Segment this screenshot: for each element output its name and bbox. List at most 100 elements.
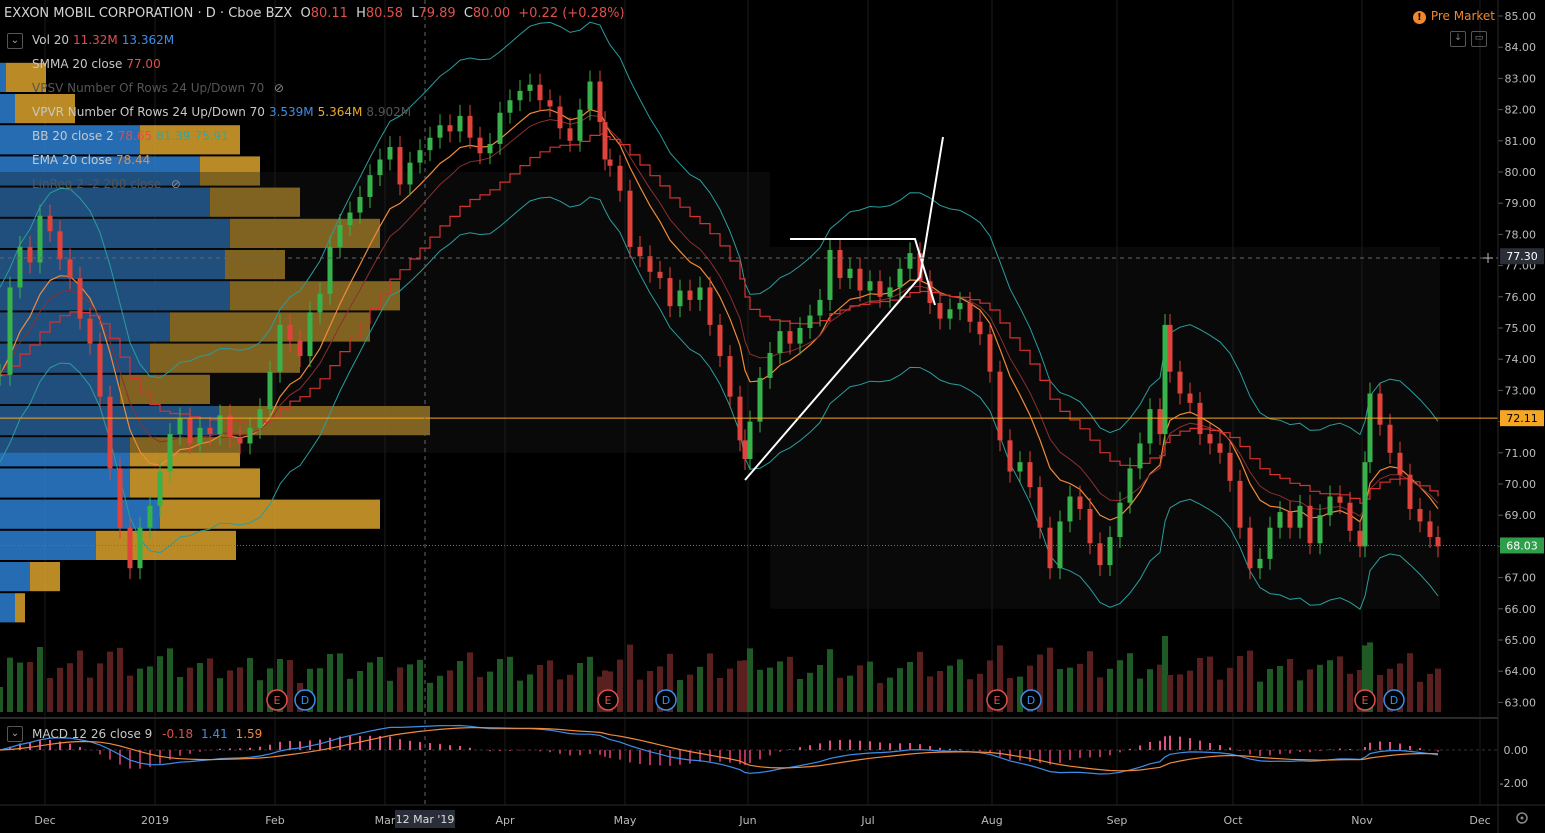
candle-body <box>627 190 633 247</box>
volume-profile-up <box>0 468 130 498</box>
price-tick-label: 65.00 <box>1505 634 1537 647</box>
premarket-label: Pre Market <box>1430 9 1495 23</box>
open-label: O <box>300 6 311 21</box>
candle-body <box>437 125 443 138</box>
volume-bar <box>1037 654 1043 712</box>
volume-profile-down <box>170 312 370 342</box>
indicator-row[interactable]: EMA 20 close 78.44 <box>32 153 150 167</box>
volume-profile-up <box>0 593 15 623</box>
candle-body <box>1435 537 1441 547</box>
time-label: Jun <box>738 814 756 827</box>
indicator-row[interactable]: VPVR Number Of Rows 24 Up/Down 70 3.539M 5… <box>32 105 411 119</box>
time-label: May <box>614 814 637 827</box>
candle-body <box>947 309 953 319</box>
candle-body <box>207 427 213 435</box>
indicator-value: 3.539M <box>268 105 314 119</box>
candle-body <box>617 165 623 191</box>
indicator-label: BB 20 close 2 <box>32 129 114 143</box>
candle-body <box>1157 409 1163 435</box>
collapse-legend-button[interactable]: ⌄ <box>7 33 23 49</box>
volume-bar <box>1237 656 1243 712</box>
crosshair-date-label: 12 Mar '19 <box>396 813 455 826</box>
volume-bar <box>407 664 413 712</box>
time-label: Dec <box>1469 814 1490 827</box>
indicator-row[interactable]: SMMA 20 close 77.00 <box>32 57 161 71</box>
candle-body <box>277 324 283 372</box>
candle-body <box>1107 537 1113 566</box>
indicator-label: SMMA 20 close <box>32 57 123 71</box>
candle-body <box>837 250 843 279</box>
candle-body <box>647 256 653 272</box>
candle-body <box>667 278 673 307</box>
volume-bar <box>927 676 933 712</box>
volume-bar <box>917 651 923 712</box>
volume-bar <box>217 678 223 712</box>
indicator-row[interactable]: BB 20 close 2 78.65 81.39 75.91 <box>32 129 229 143</box>
indicator-value: 8.902M <box>366 105 412 119</box>
volume-bar <box>1377 675 1383 712</box>
premarket-status[interactable]: ! Pre Market <box>1412 9 1495 24</box>
volume-bar <box>337 653 343 712</box>
collapse-macd-button[interactable]: ⌄ <box>7 726 23 742</box>
candle-body <box>1167 324 1173 372</box>
scroll-down-icon[interactable]: ↓ <box>1450 31 1466 47</box>
volume-bar <box>37 647 43 712</box>
price-badge-label: 77.30 <box>1506 250 1538 263</box>
maximize-icon[interactable]: ▭ <box>1471 31 1487 47</box>
volume-bar <box>1107 668 1113 712</box>
volume-bar <box>567 674 573 712</box>
volume-bar <box>397 667 403 712</box>
crosshair-plus-icon[interactable] <box>1483 253 1493 263</box>
volume-profile-down <box>230 218 380 248</box>
indicator-row[interactable]: LinReg 2 -2 200 close ⊘ <box>32 177 181 191</box>
volume-bar <box>1307 669 1313 712</box>
volume-bar <box>887 677 893 712</box>
gear-icon[interactable] <box>1516 812 1528 824</box>
candle-body <box>967 303 973 322</box>
volume-bar <box>57 667 63 712</box>
volume-profile-down <box>15 593 25 623</box>
volume-bar <box>77 650 83 712</box>
symbol-title[interactable]: EXXON MOBIL CORPORATION · D · Cboe BZX <box>4 6 293 21</box>
volume-bar <box>1177 674 1183 712</box>
hidden-eye-icon[interactable]: ⊘ <box>167 177 181 191</box>
crosshair-date-badge <box>395 810 455 828</box>
candle-body <box>47 215 53 232</box>
price-badge-label: 72.11 <box>1506 412 1538 425</box>
volume-bar <box>467 652 473 712</box>
volume-bar <box>367 662 373 712</box>
candle-body <box>527 84 533 91</box>
volume-bar <box>817 665 823 712</box>
candle-body <box>977 321 983 335</box>
volume-bar <box>187 667 193 712</box>
candle-body <box>307 312 313 357</box>
hidden-eye-icon[interactable]: ⊘ <box>270 81 285 95</box>
volume-bar <box>1435 668 1441 712</box>
volume-bar <box>877 683 883 712</box>
volume-bar <box>1097 677 1103 712</box>
candle-body <box>727 356 733 397</box>
candle-body <box>27 246 33 263</box>
price-tick-label: 67.00 <box>1505 572 1537 585</box>
indicator-row[interactable]: VPSV Number Of Rows 24 Up/Down 70 ⊘ <box>32 81 284 95</box>
volume-bar <box>937 671 943 712</box>
volume-bar <box>1162 636 1168 712</box>
candle-body <box>917 253 923 282</box>
volume-profile-down <box>15 94 75 124</box>
volume-bar <box>427 682 433 712</box>
candle-body <box>447 125 453 132</box>
candle-body <box>1127 468 1133 503</box>
time-axis: Dec 2019 Feb Mar Apr May Jun Jul Aug Sep Oct Nov Dec <box>34 814 1490 827</box>
price-tick-label: 75.00 <box>1505 322 1537 335</box>
candle-body <box>157 471 163 506</box>
volume-bar <box>1007 678 1013 712</box>
price-axis: 85.00 84.00 83.00 82.00 81.00 80.00 79.00 78.00… <box>1498 10 1544 790</box>
volume-bar <box>1017 676 1023 712</box>
event-label: D <box>1027 694 1035 707</box>
candle-body <box>867 281 873 291</box>
volume-bar <box>137 668 143 712</box>
indicator-row[interactable]: Vol 20 11.32M 13.362M <box>32 33 174 47</box>
time-label: 2019 <box>141 814 169 827</box>
candle-body <box>1217 443 1223 453</box>
